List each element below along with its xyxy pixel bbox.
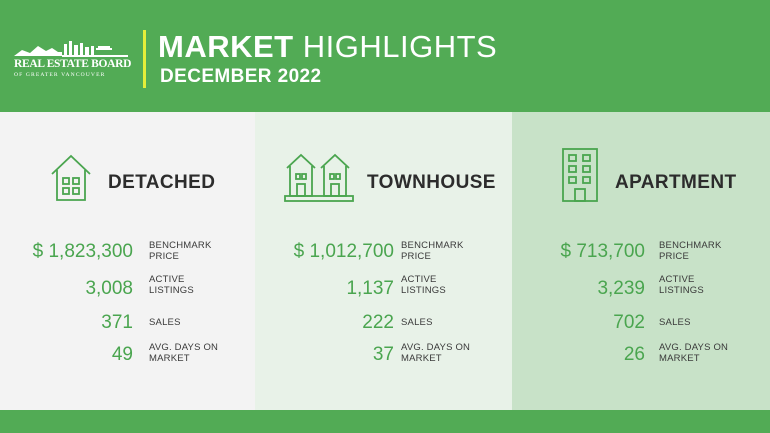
benchmark-price-label: BENCHMARK PRICE (659, 240, 722, 262)
footer-bar (0, 410, 770, 433)
active-listings-label: ACTIVE LISTINGS (149, 274, 194, 296)
active-listings-value: 3,008 (85, 278, 133, 299)
avg-days-label: AVG. DAYS ON MARKET (659, 342, 729, 364)
panel-townhouse: TOWNHOUSE $ 1,012,700 BENCHMARK PRICE 1,1… (255, 112, 512, 410)
panel-detached: DETACHED $ 1,823,300 BENCHMARK PRICE 3,00… (0, 112, 255, 410)
report-date: DECEMBER 2022 (160, 66, 322, 87)
benchmark-price-label: BENCHMARK PRICE (149, 240, 212, 262)
panel-apartment: APARTMENT $ 713,700 BENCHMARK PRICE 3,239… (512, 112, 770, 410)
benchmark-price-value: $ 713,700 (560, 241, 645, 262)
active-listings-value: 1,137 (346, 278, 394, 299)
active-listings-label: ACTIVE LISTINGS (401, 274, 446, 296)
sales-label: SALES (659, 317, 691, 328)
avg-days-label: AVG. DAYS ON MARKET (401, 342, 471, 364)
active-listings-label: ACTIVE LISTINGS (659, 274, 704, 296)
header-divider (143, 30, 146, 88)
logo-wordmark: REAL ESTATE BOARD (14, 58, 132, 70)
benchmark-price-value: $ 1,823,300 (32, 241, 133, 262)
house-icon (51, 154, 91, 201)
page-title: MARKET HIGHLIGHTS (158, 30, 497, 64)
benchmark-price-label: BENCHMARK PRICE (401, 240, 464, 262)
board-logo: REAL ESTATE BOARD OF GREATER VANCOUVER (12, 38, 132, 84)
title-bold-part: MARKET (158, 29, 294, 64)
sales-value: 371 (101, 312, 133, 333)
benchmark-price-value: $ 1,012,700 (293, 241, 394, 262)
sales-value: 702 (613, 312, 645, 333)
avg-days-value: 49 (111, 344, 133, 365)
logo-subtitle: OF GREATER VANCOUVER (14, 72, 106, 78)
panel-title: DETACHED (108, 172, 216, 193)
avg-days-value: 37 (372, 344, 394, 365)
title-light-part: HIGHLIGHTS (302, 29, 498, 64)
avg-days-label: AVG. DAYS ON MARKET (149, 342, 219, 364)
active-listings-value: 3,239 (597, 278, 645, 299)
townhouse-icon (284, 153, 354, 202)
city-skyline-icon (14, 41, 128, 57)
apartment-building-icon (562, 148, 598, 202)
sales-value: 222 (362, 312, 394, 333)
sales-label: SALES (401, 317, 433, 328)
avg-days-value: 26 (623, 344, 645, 365)
sales-label: SALES (149, 317, 181, 328)
header-banner: REAL ESTATE BOARD OF GREATER VANCOUVER M… (0, 0, 770, 112)
panel-title: APARTMENT (615, 172, 737, 193)
panel-title: TOWNHOUSE (367, 172, 496, 193)
